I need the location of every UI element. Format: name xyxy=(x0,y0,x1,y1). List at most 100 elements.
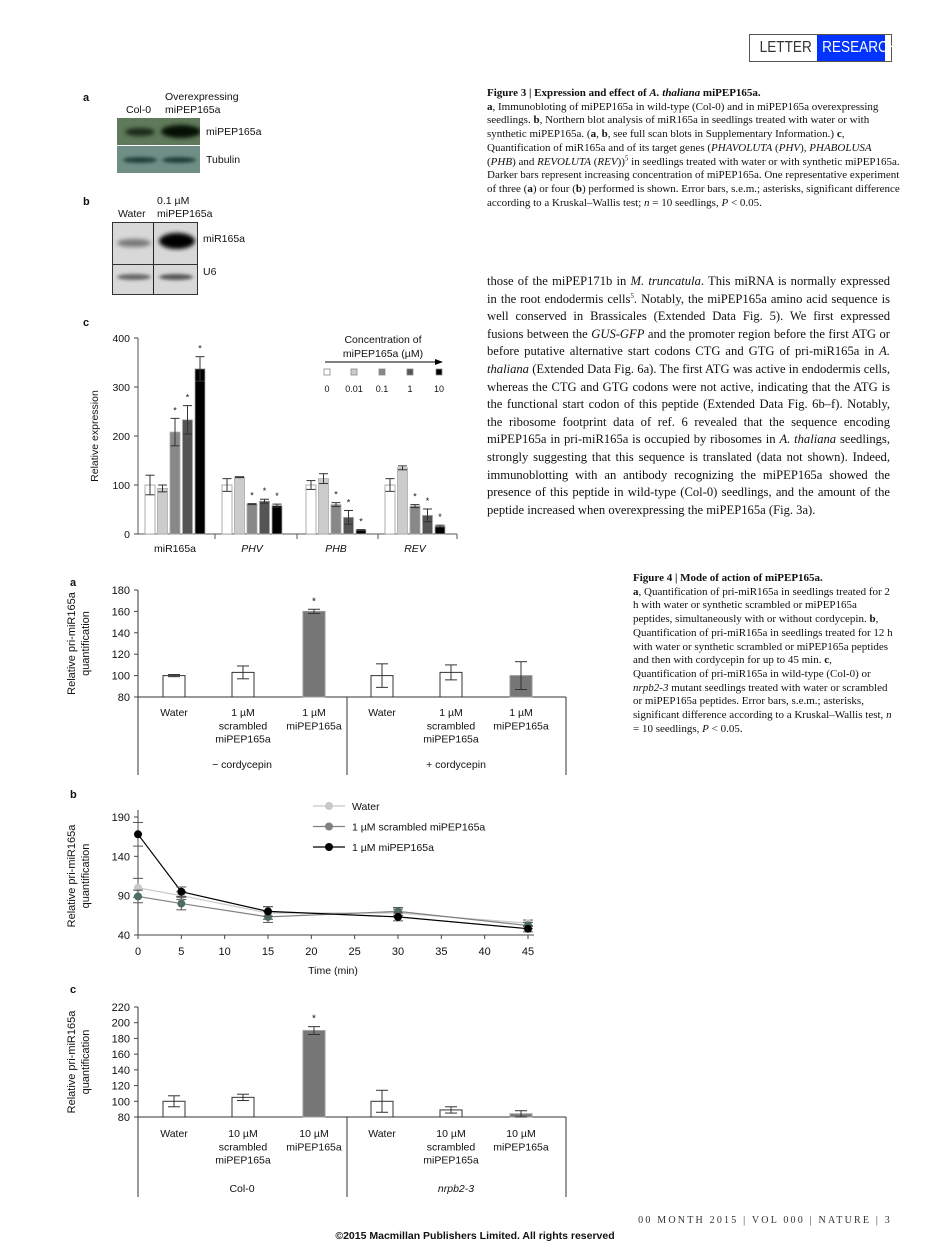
legend-title: miPEP165a (µM) xyxy=(343,348,423,360)
figure4-caption-body: a, Quantification of pri-miR165a in seed… xyxy=(633,586,898,737)
x-category-label: miPEP165a xyxy=(493,1141,549,1153)
group-label: nrpb2-3 xyxy=(438,1183,474,1195)
x-category-label: miPEP165a xyxy=(423,734,479,746)
x-category-label: scrambled xyxy=(219,720,268,732)
text-run: a xyxy=(633,585,639,598)
text-run: ( xyxy=(590,155,598,168)
significance-star: * xyxy=(312,1014,316,1025)
bar xyxy=(234,476,245,535)
y-tick-label: 120 xyxy=(112,649,130,661)
text-run: P xyxy=(702,722,709,735)
y-tick-label: 180 xyxy=(112,585,130,597)
figure3-caption: Figure 3 | Expression and effect of A. t… xyxy=(487,87,902,210)
significance-star: * xyxy=(275,491,279,501)
y-axis-label: quantification xyxy=(80,611,92,676)
text-run: ) or four ( xyxy=(532,182,576,195)
text-run: 5 xyxy=(630,291,634,300)
text-run: )) xyxy=(617,155,625,168)
text-run: ( xyxy=(772,141,779,154)
legend-label: 1 µM scrambled miPEP165a xyxy=(352,822,485,834)
text-run: (Extended Data Fig. 6a). The first ATG w… xyxy=(487,361,890,447)
x-tick-label: 10 xyxy=(219,946,231,958)
y-tick-label: 200 xyxy=(112,1018,130,1030)
significance-star: * xyxy=(413,492,417,502)
y-tick-label: 160 xyxy=(112,1049,130,1061)
legend-label: 0 xyxy=(324,384,329,394)
bar xyxy=(271,505,283,535)
legend-swatch xyxy=(406,368,414,376)
fig3c-panel-label: c xyxy=(83,317,90,329)
text-run: Figure 4 | Mode of action of miPEP165a. xyxy=(633,572,823,584)
legend-swatch xyxy=(323,368,331,376)
arrow-head-icon xyxy=(435,359,443,365)
page-folio: 00 MONTH 2015 | VOL 000 | NATURE | 3 xyxy=(638,1215,892,1226)
text-run: seedlings, strongly suggesting that this… xyxy=(487,432,890,517)
fig3b-row-label: miR165a xyxy=(203,233,246,245)
x-category-label: miR165a xyxy=(154,543,196,555)
legend-title: Concentration of xyxy=(344,334,421,346)
fig3a-row-label: Tubulin xyxy=(206,154,241,166)
fig4c-panel-label: c xyxy=(70,984,77,996)
significance-star: * xyxy=(263,486,267,496)
x-category-label: miPEP165a xyxy=(286,720,342,732)
x-category-label: PHV xyxy=(241,543,264,555)
text-run: ) performed is shown. Error bars, s.e.m.… xyxy=(487,182,900,209)
text-run: PHV xyxy=(778,141,801,154)
figure4-caption-title: Figure 4 | Mode of action of miPEP165a. xyxy=(633,572,898,586)
text-run: n xyxy=(886,709,892,722)
y-axis-label: quantification xyxy=(80,1030,92,1095)
letter-label: LETTER xyxy=(754,35,812,61)
text-run: mutant seedlings treated with water or s… xyxy=(633,681,888,722)
text-run: < 0.05. xyxy=(728,196,762,209)
text-run: in seedlings treated with water or with … xyxy=(487,155,900,195)
text-run: , Northern blot analysis of miR165a in s… xyxy=(487,114,870,141)
x-category-label: miPEP165a xyxy=(215,1155,271,1167)
text-run: a xyxy=(527,182,533,195)
text-run: c xyxy=(836,128,842,141)
text-run: , see full scan blots in Supplementary I… xyxy=(607,128,837,141)
text-run: < 0.05. xyxy=(708,722,743,735)
y-tick-label: 180 xyxy=(112,1033,130,1045)
y-axis-label: Relative pri-miR165a xyxy=(66,824,78,928)
legend-label: Water xyxy=(352,801,380,813)
y-tick-label: 120 xyxy=(112,1081,130,1093)
text-run: A. thaliana xyxy=(487,344,890,376)
x-tick-label: 30 xyxy=(392,946,404,958)
fig3b-blot xyxy=(112,222,198,295)
x-tick-label: 5 xyxy=(178,946,184,958)
text-run: . Notably, the miPEP165a amino acid sequ… xyxy=(487,291,890,341)
bar xyxy=(318,478,329,535)
y-tick-label: 140 xyxy=(112,851,130,863)
fig3a-blot-tubulin xyxy=(117,146,200,173)
text-run: , Quantification of miR165a and of its t… xyxy=(487,128,845,154)
bar xyxy=(182,419,193,535)
fig3b-row-label: U6 xyxy=(203,266,217,278)
legend-marker xyxy=(325,802,333,810)
x-tick-label: 35 xyxy=(435,946,447,958)
bar xyxy=(302,610,326,698)
text-run: , Quantification of pri-miR165a in wild-… xyxy=(633,654,871,680)
text-run: ) and xyxy=(512,155,538,168)
bar xyxy=(221,484,233,535)
bar xyxy=(162,675,186,698)
legend-marker xyxy=(325,843,333,851)
data-point xyxy=(264,912,272,921)
fig3b-col-label: 0.1 µM miPEP165a xyxy=(157,195,213,220)
y-tick-label: 100 xyxy=(112,1096,130,1108)
x-category-label: 10 µM xyxy=(228,1128,257,1140)
x-category-label: 10 µM xyxy=(436,1128,465,1140)
bar xyxy=(157,488,168,535)
group-label: Col-0 xyxy=(229,1183,254,1195)
y-axis-label: Relative pri-miR165a xyxy=(66,1010,78,1114)
data-point xyxy=(264,907,272,916)
text-run: n xyxy=(644,196,650,209)
data-point xyxy=(177,887,186,896)
x-axis-label: Time (min) xyxy=(308,965,358,977)
text-run: M. truncatula xyxy=(630,274,701,288)
y-tick-label: 200 xyxy=(112,431,130,443)
figure4-caption: Figure 4 | Mode of action of miPEP165a. … xyxy=(633,572,898,736)
copyright-notice: ©2015 Macmillan Publishers Limited. All … xyxy=(0,1230,950,1242)
x-category-label: 1 µM xyxy=(439,707,463,719)
y-tick-label: 0 xyxy=(124,529,130,541)
y-tick-label: 90 xyxy=(118,891,130,903)
